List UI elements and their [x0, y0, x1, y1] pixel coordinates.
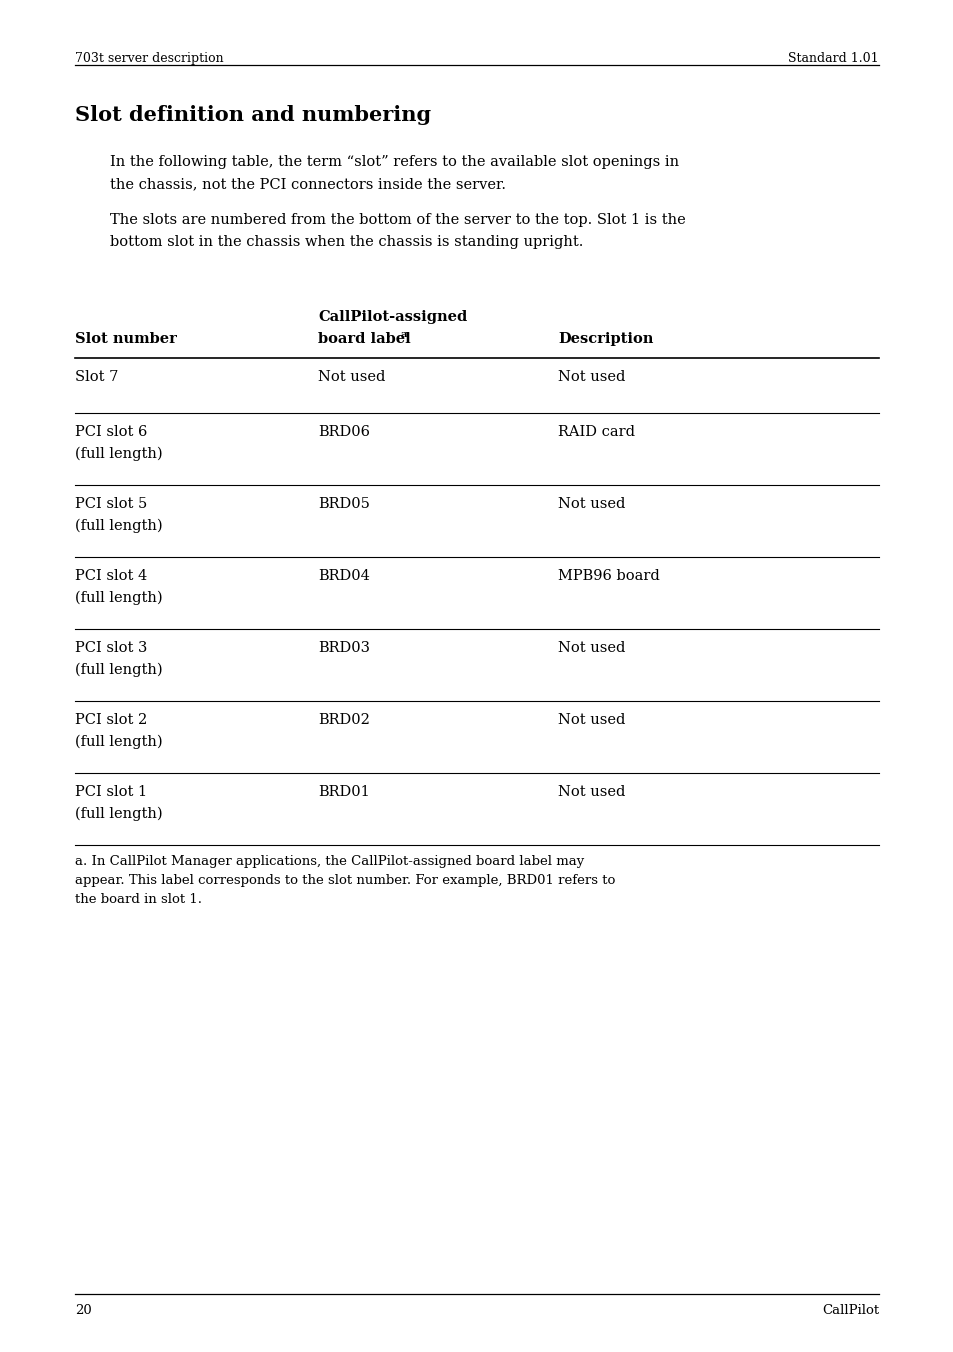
Text: CallPilot-assigned: CallPilot-assigned: [317, 310, 467, 324]
Text: Not used: Not used: [558, 370, 625, 384]
Text: BRD03: BRD03: [317, 641, 370, 654]
Text: BRD04: BRD04: [317, 569, 370, 583]
Text: PCI slot 5: PCI slot 5: [75, 498, 147, 511]
Text: BRD06: BRD06: [317, 425, 370, 439]
Text: BRD01: BRD01: [317, 786, 370, 799]
Text: MPB96 board: MPB96 board: [558, 569, 659, 583]
Text: (full length): (full length): [75, 448, 162, 461]
Text: a. In CallPilot Manager applications, the CallPilot-assigned board label may: a. In CallPilot Manager applications, th…: [75, 854, 583, 868]
Text: (full length): (full length): [75, 519, 162, 534]
Text: Not used: Not used: [317, 370, 385, 384]
Text: BRD02: BRD02: [317, 713, 370, 727]
Text: In the following table, the term “slot” refers to the available slot openings in: In the following table, the term “slot” …: [110, 155, 679, 169]
Text: Not used: Not used: [558, 786, 625, 799]
Text: Not used: Not used: [558, 498, 625, 511]
Text: appear. This label corresponds to the slot number. For example, BRD01 refers to: appear. This label corresponds to the sl…: [75, 873, 615, 887]
Text: PCI slot 6: PCI slot 6: [75, 425, 147, 439]
Text: Slot number: Slot number: [75, 333, 176, 346]
Text: Standard 1.01: Standard 1.01: [787, 51, 878, 65]
Text: (full length): (full length): [75, 591, 162, 606]
Text: RAID card: RAID card: [558, 425, 635, 439]
Text: 20: 20: [75, 1303, 91, 1317]
Text: Slot 7: Slot 7: [75, 370, 118, 384]
Text: The slots are numbered from the bottom of the server to the top. Slot 1 is the: The slots are numbered from the bottom o…: [110, 214, 685, 227]
Text: BRD05: BRD05: [317, 498, 370, 511]
Text: PCI slot 3: PCI slot 3: [75, 641, 147, 654]
Text: a: a: [400, 330, 407, 339]
Text: 703t server description: 703t server description: [75, 51, 223, 65]
Text: Description: Description: [558, 333, 653, 346]
Text: (full length): (full length): [75, 662, 162, 677]
Text: PCI slot 4: PCI slot 4: [75, 569, 147, 583]
Text: PCI slot 2: PCI slot 2: [75, 713, 147, 727]
Text: CallPilot: CallPilot: [821, 1303, 878, 1317]
Text: board label: board label: [317, 333, 411, 346]
Text: Slot definition and numbering: Slot definition and numbering: [75, 105, 431, 124]
Text: Not used: Not used: [558, 713, 625, 727]
Text: PCI slot 1: PCI slot 1: [75, 786, 147, 799]
Text: the chassis, not the PCI connectors inside the server.: the chassis, not the PCI connectors insi…: [110, 177, 505, 191]
Text: the board in slot 1.: the board in slot 1.: [75, 894, 202, 906]
Text: bottom slot in the chassis when the chassis is standing upright.: bottom slot in the chassis when the chas…: [110, 235, 583, 249]
Text: Not used: Not used: [558, 641, 625, 654]
Text: (full length): (full length): [75, 735, 162, 749]
Text: (full length): (full length): [75, 807, 162, 822]
